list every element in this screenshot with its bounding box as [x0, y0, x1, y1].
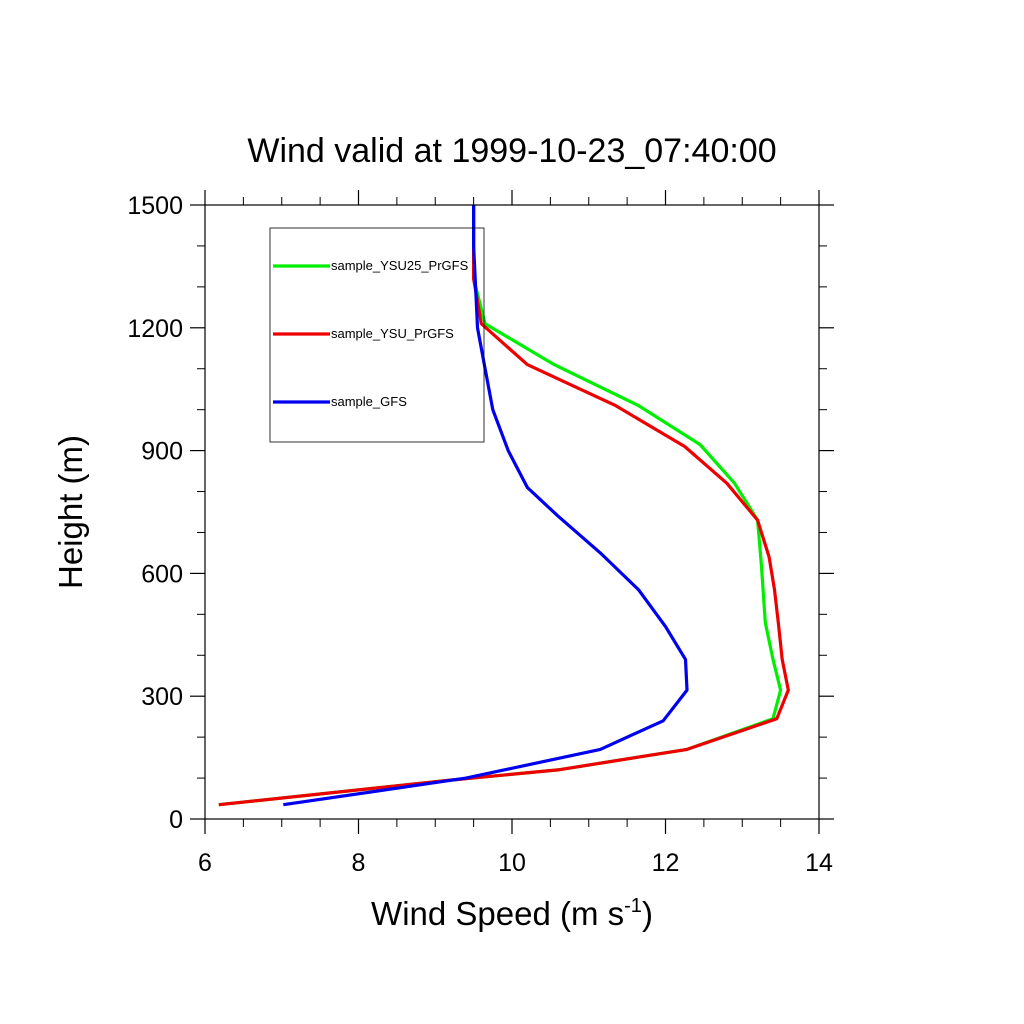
y-tick-label: 600 [141, 560, 183, 588]
axis-ticks: 6 8 10 12 14 0 300 600 900 1200 1500 [127, 190, 834, 877]
series-layer [218, 205, 790, 807]
y-tick-label: 300 [141, 683, 183, 711]
legend-label-1: sample_YSU_PrGFS [331, 326, 454, 341]
series-line-2 [283, 205, 689, 807]
x-axis-label-main: Wind Speed (m s [371, 895, 624, 932]
legend-box [269, 227, 485, 443]
x-tick-label: 6 [198, 849, 212, 877]
y-tick-label: 1200 [127, 315, 183, 343]
series-line-0 [218, 205, 783, 807]
legend-label-0: sample_YSU25_PrGFS [331, 258, 469, 273]
y-tick-label: 0 [169, 806, 183, 834]
plot-frame [204, 204, 820, 820]
y-axis-label: Height (m) [52, 435, 89, 589]
x-axis-label: Wind Speed (m s-1) [371, 895, 653, 932]
legend: sample_YSU25_PrGFS sample_YSU_PrGFSsample… [273, 258, 469, 409]
x-tick-label: 8 [352, 849, 366, 877]
series-line-1 [218, 205, 790, 807]
chart-title: Wind valid at 1999-10-23_07:40:00 [247, 132, 776, 170]
x-axis-label-superscript: -1 [624, 895, 642, 917]
x-tick-label: 12 [652, 849, 680, 877]
legend-label-2: sample_GFS [331, 394, 407, 409]
y-tick-label: 1500 [127, 192, 183, 220]
y-tick-label: 900 [141, 438, 183, 466]
x-tick-label: 10 [498, 849, 526, 877]
x-tick-label: 14 [805, 849, 833, 877]
x-axis-label-close: ) [642, 895, 653, 932]
